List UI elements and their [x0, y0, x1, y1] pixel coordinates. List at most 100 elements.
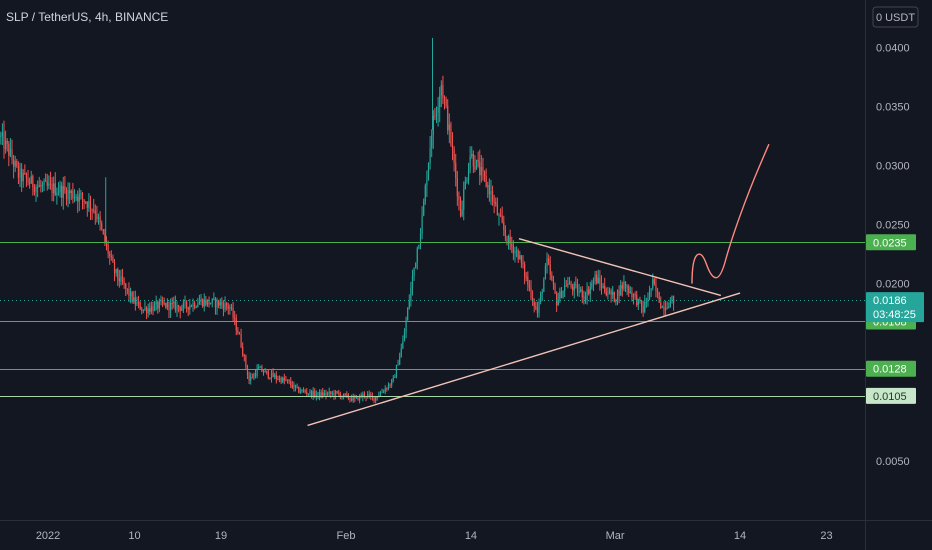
candle — [48, 175, 50, 190]
candle — [653, 277, 655, 286]
candle — [325, 389, 327, 400]
y-tick-label: 0.0400 — [876, 42, 910, 54]
candle — [578, 283, 580, 297]
candle — [64, 176, 66, 194]
candle — [636, 290, 638, 307]
projection-path[interactable] — [691, 143, 770, 284]
candle — [147, 303, 149, 318]
candle — [506, 235, 508, 246]
candle — [245, 354, 247, 370]
candle — [600, 275, 603, 295]
candle — [181, 304, 183, 312]
candle — [623, 275, 625, 292]
trendline-support[interactable] — [307, 292, 741, 427]
candle — [288, 379, 290, 385]
candle — [490, 179, 492, 205]
levels-layer — [0, 242, 865, 397]
candle — [224, 296, 226, 313]
trendline-resistance[interactable] — [518, 238, 722, 297]
candle — [339, 391, 341, 400]
candle — [512, 240, 514, 261]
candle — [640, 299, 643, 314]
candle — [251, 373, 253, 379]
candle — [624, 281, 627, 293]
candle — [419, 227, 422, 250]
candle — [32, 174, 34, 196]
candle — [267, 369, 269, 380]
x-tick-label: 10 — [128, 530, 140, 542]
candle — [256, 364, 258, 379]
price-axis[interactable]: 0.0400 0.0350 0.0300 0.0250 0.0200 0.0050 — [876, 42, 910, 468]
candle — [565, 279, 567, 287]
candle — [30, 170, 32, 184]
candle — [67, 182, 69, 208]
candle — [503, 215, 505, 237]
candle — [171, 297, 173, 310]
candle — [576, 278, 579, 297]
candle — [65, 187, 68, 206]
candle — [637, 298, 639, 311]
candle — [61, 181, 63, 207]
candle — [423, 198, 425, 217]
candle — [400, 343, 402, 358]
candle — [99, 211, 101, 231]
candle — [471, 146, 473, 159]
candle — [522, 255, 524, 269]
candle — [656, 287, 659, 299]
candle — [230, 303, 233, 311]
x-tick-label: 14 — [734, 530, 746, 542]
candle — [511, 236, 513, 253]
candle — [168, 301, 170, 319]
candle — [629, 286, 631, 294]
candle — [360, 392, 362, 399]
candle — [573, 281, 575, 299]
candle — [466, 177, 468, 184]
candle — [121, 268, 124, 285]
candle — [301, 388, 303, 393]
candle — [480, 155, 482, 183]
currency-button[interactable]: 0 USDT — [872, 6, 919, 28]
candle — [113, 258, 116, 282]
candle — [589, 281, 591, 302]
candle — [309, 388, 311, 397]
candle — [432, 110, 434, 149]
candle — [290, 376, 292, 388]
candle — [424, 183, 426, 205]
level-price-tag: 0.0105 — [866, 387, 916, 404]
candle — [206, 299, 209, 307]
candle — [145, 306, 148, 320]
candle — [110, 250, 112, 261]
candle — [318, 389, 321, 401]
current-price-tag: 0.0186 03:48:25 — [866, 292, 924, 323]
candle — [240, 328, 242, 348]
candle — [509, 229, 511, 251]
candle — [367, 391, 369, 399]
candle — [392, 375, 394, 383]
candle — [27, 169, 29, 186]
candle — [139, 301, 141, 311]
candle — [81, 192, 84, 210]
candle — [535, 301, 537, 311]
candle — [548, 254, 550, 266]
candle — [242, 342, 244, 357]
candle — [445, 96, 447, 109]
candle — [394, 374, 396, 378]
candle — [62, 176, 64, 210]
candle — [440, 80, 442, 108]
candle — [150, 301, 152, 315]
candle — [123, 277, 125, 289]
candle — [304, 388, 306, 394]
candle — [408, 294, 410, 310]
candle — [331, 390, 333, 396]
candle — [536, 301, 539, 318]
time-axis[interactable]: 2022 10 19 Feb 14 Mar 14 23 — [36, 530, 833, 542]
candle — [504, 225, 506, 242]
candle — [59, 180, 61, 198]
candle — [234, 310, 236, 326]
candle — [259, 365, 261, 368]
symbol-title[interactable]: SLP / TetherUS, 4h, BINANCE — [6, 10, 168, 24]
candle — [155, 295, 157, 311]
candle — [491, 185, 494, 206]
candle — [315, 390, 317, 401]
